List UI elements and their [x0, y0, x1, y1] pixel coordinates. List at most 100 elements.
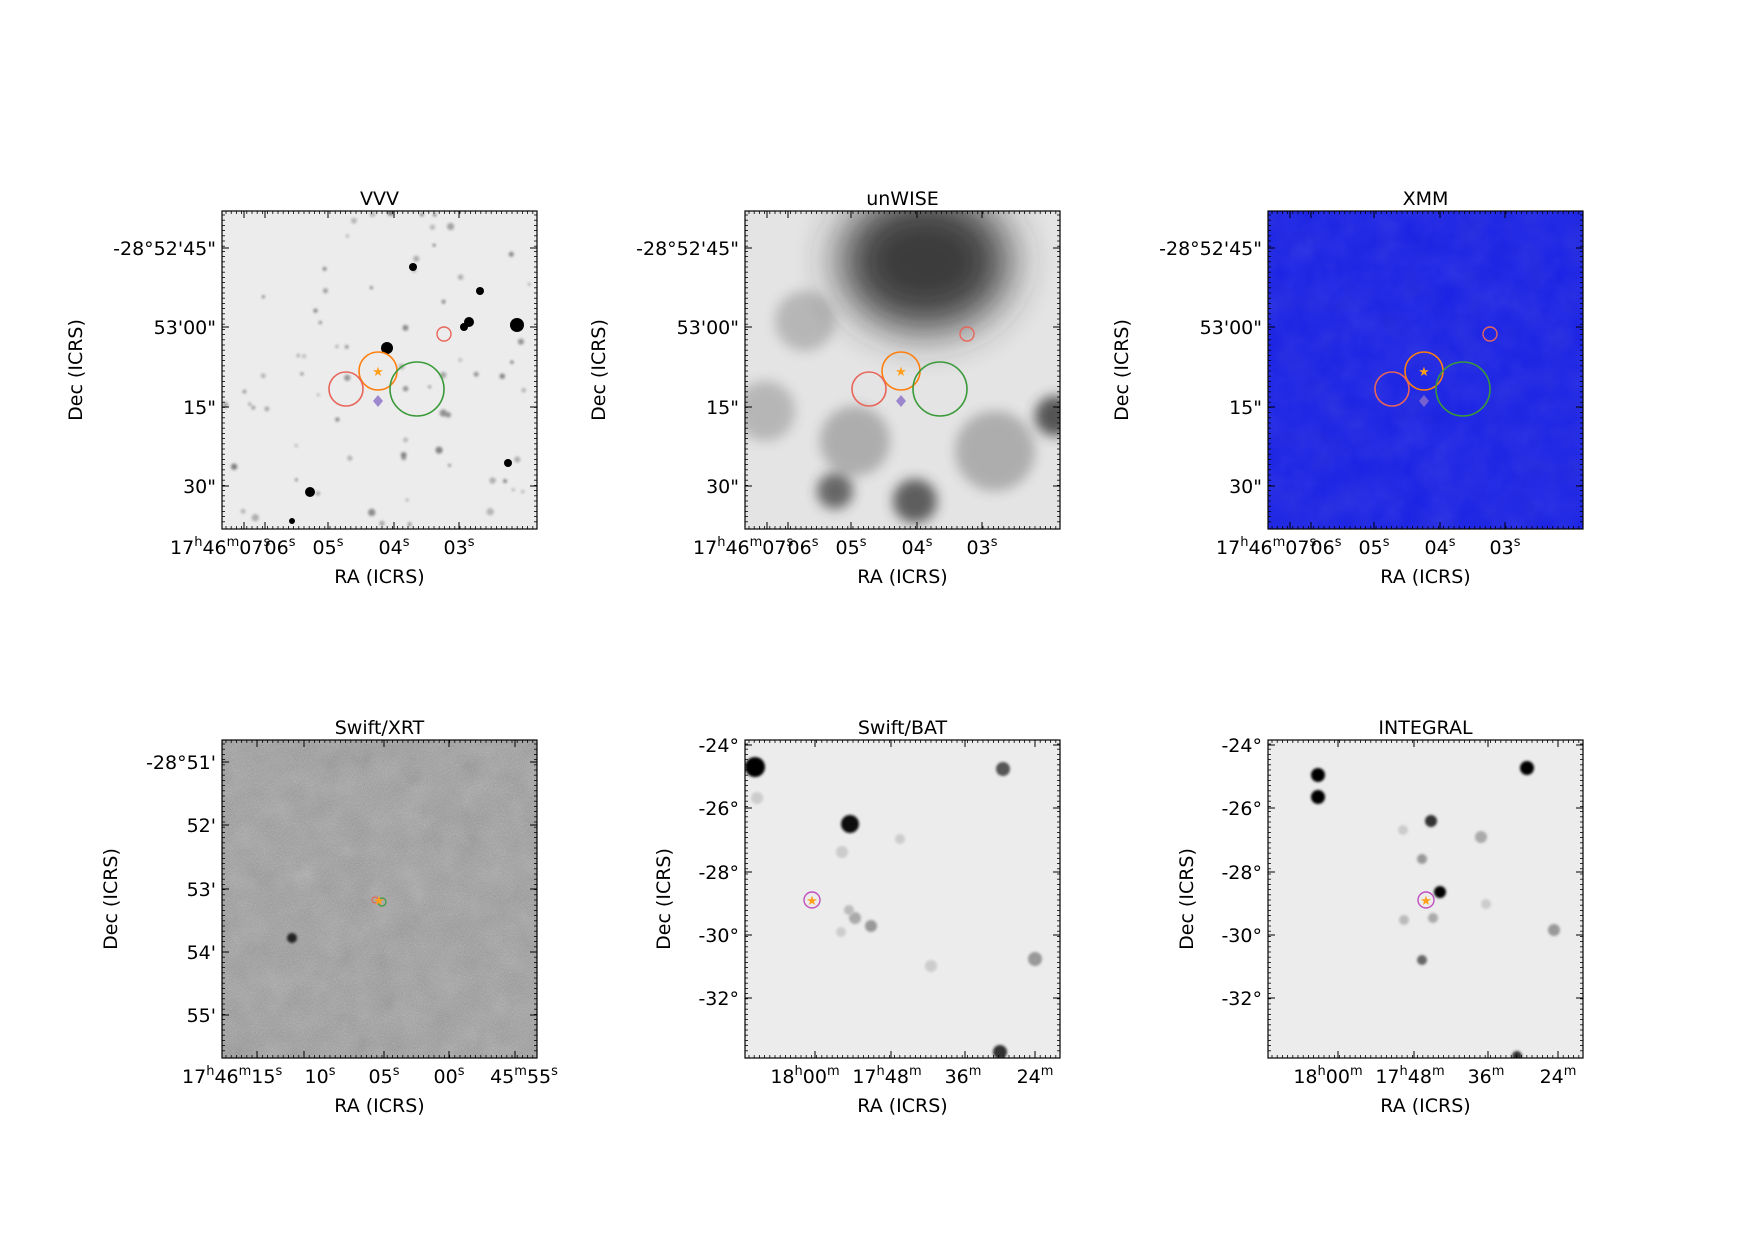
axes-frame	[221, 210, 538, 530]
image-area	[222, 211, 537, 529]
panel-title: VVV	[360, 188, 399, 210]
position-circle-red	[328, 371, 364, 407]
x-axis-label: RA (ICRS)	[857, 566, 947, 588]
star-marker: ★	[373, 894, 385, 909]
panel-title: Swift/XRT	[335, 717, 425, 739]
ticks: -28°52'45" 53'00" 15" 30" 17h​46m​07s​06s​ 05…	[1159, 211, 1583, 559]
star	[405, 498, 409, 502]
integral-source	[1475, 831, 1487, 843]
panel-xmm: ★ -28°52'45" 53'00" 15" 30" 17h​46m​07s​06s​ 0…	[1111, 188, 1584, 588]
ticks: -24° -26° -28° -30° -32° 18h​00m​ 17h​48m​ 36m​…	[1221, 735, 1583, 1088]
star	[260, 373, 266, 379]
image-area	[745, 740, 1060, 1058]
bright-star	[289, 518, 295, 524]
star	[419, 212, 424, 217]
x-axis-label: RA (ICRS)	[1380, 566, 1470, 588]
x-tick-label: 18h​00m​	[1293, 1064, 1362, 1088]
star	[261, 295, 265, 299]
star	[344, 374, 351, 381]
star	[368, 508, 376, 517]
star-marker: ★	[895, 365, 907, 380]
star	[527, 282, 531, 286]
star	[400, 451, 407, 458]
bat-source	[993, 1045, 1007, 1058]
bright-star	[381, 342, 393, 354]
bat-source	[745, 757, 765, 777]
star	[322, 266, 327, 271]
position-circle-small-red	[1482, 326, 1498, 342]
x-axis-label: RA (ICRS)	[334, 566, 424, 588]
star	[345, 234, 350, 238]
x-tick-label: 24m​	[1540, 1064, 1577, 1088]
integral-source	[1428, 913, 1438, 923]
star	[301, 354, 307, 359]
y-tick-label: -26°	[1221, 798, 1262, 820]
star	[521, 387, 527, 393]
overlay-markers: ★	[1374, 326, 1498, 417]
star	[402, 324, 409, 331]
star	[403, 437, 408, 443]
blob	[775, 291, 835, 351]
star	[514, 456, 521, 463]
x-tick-label: 06s​	[1311, 535, 1342, 559]
overlay-markers: ★	[1417, 891, 1435, 909]
star	[313, 308, 318, 313]
panel-swift-bat: ★ -24° -26° -28° -30° -32° 18h​00m​ 17h​48m​ 36m…	[653, 717, 1061, 1117]
star-marker: ★	[806, 894, 818, 909]
y-tick-label: -24°	[698, 735, 739, 757]
x-tick-label: 24m​	[1017, 1064, 1054, 1088]
blob	[1035, 396, 1060, 436]
bat-source	[844, 905, 854, 915]
star	[318, 320, 323, 325]
bright-star	[409, 263, 417, 271]
x-tick-label: 18h​00m​	[770, 1064, 839, 1088]
star	[294, 443, 298, 448]
y-axis-label: Dec (ICRS)	[653, 848, 675, 950]
integral-source	[1398, 825, 1408, 835]
panel-integral: ★ -24° -26° -28° -30° -32° 18h​00m​ 17h​48m​ 36m…	[1176, 717, 1584, 1117]
star	[446, 222, 455, 231]
x-tick-label: 06s​	[788, 535, 819, 559]
xmm-texture	[1268, 211, 1583, 529]
bat-source	[836, 927, 846, 937]
star	[369, 211, 376, 218]
star-marker: ★	[372, 365, 384, 380]
x-axis-label: RA (ICRS)	[857, 1095, 947, 1117]
star	[251, 405, 256, 410]
position-circle-red	[1374, 371, 1410, 407]
star	[335, 344, 339, 349]
ticks: -24° -26° -28° -30° -32° 18h​00m​ 17h​48m​ 36m​…	[698, 735, 1060, 1088]
y-tick-label: 30"	[706, 476, 739, 498]
y-tick-label: -30°	[698, 925, 739, 947]
y-tick-label: -28°51'	[146, 752, 216, 774]
star	[441, 299, 446, 304]
star	[447, 463, 452, 467]
star	[300, 372, 304, 376]
x-tick-label: 00s​	[434, 1064, 465, 1088]
y-tick-label: -28°52'45"	[1159, 238, 1262, 260]
star	[251, 513, 259, 522]
bat-source	[836, 846, 848, 858]
bat-source	[925, 960, 937, 972]
y-axis-label: Dec (ICRS)	[100, 848, 122, 950]
star	[503, 479, 507, 484]
star	[413, 255, 420, 262]
integral-source	[1425, 815, 1437, 827]
blob	[955, 411, 1035, 491]
star-marker: ★	[1418, 365, 1430, 380]
y-tick-label: 15"	[183, 397, 216, 419]
bat-source	[1028, 952, 1042, 966]
star	[458, 358, 463, 362]
panel-title: INTEGRAL	[1378, 717, 1473, 739]
ticks: -28°52'45" 53'00" 15" 30" 17h​46m​07s​06s​ 05…	[113, 211, 537, 559]
integral-source	[1548, 924, 1560, 936]
star	[435, 446, 443, 454]
bright-star	[460, 323, 468, 331]
star-marker: ★	[1420, 894, 1432, 909]
bat-source	[895, 834, 905, 844]
blob	[745, 381, 795, 441]
image-background	[222, 211, 537, 529]
star	[248, 402, 252, 406]
x-tick-label: 36m​	[1468, 1064, 1505, 1088]
